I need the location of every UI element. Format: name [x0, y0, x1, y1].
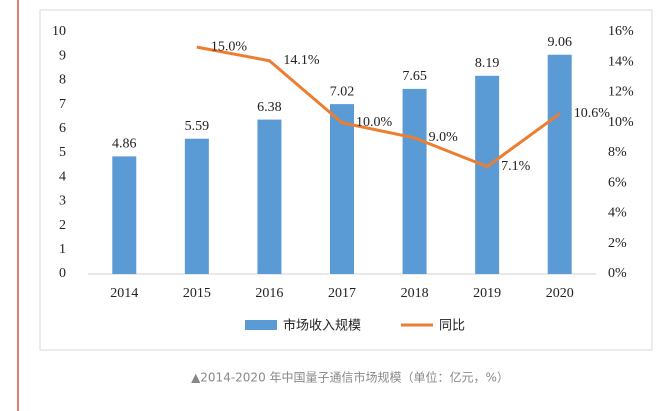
y-tick-label: 0 [59, 266, 66, 281]
line-value-label: 7.1% [501, 159, 530, 174]
bar [184, 138, 209, 274]
legend-label: 市场收入规模 [283, 318, 361, 334]
bar-value-label: 5.59 [185, 119, 210, 134]
y2-tick-label: 4% [608, 206, 627, 221]
y-tick-label: 7 [59, 97, 66, 112]
y2-tick-label: 8% [608, 145, 627, 160]
y-tick-label: 5 [59, 145, 66, 160]
line [196, 45, 561, 169]
line-value-label: 10.0% [356, 115, 393, 130]
line-value-label: 10.6% [574, 106, 611, 121]
bar [257, 119, 282, 274]
line-value-label: 14.1% [283, 53, 320, 68]
bar-value-label: 8.19 [475, 56, 500, 71]
x-tick-label: 2019 [473, 286, 501, 301]
line-value-label: 15.0% [211, 39, 248, 54]
y-tick-label: 3 [59, 194, 66, 209]
bar-value-label: 4.86 [112, 137, 137, 152]
line-value-label: 9.0% [429, 130, 459, 145]
bar-value-label: 6.38 [257, 100, 282, 115]
y-tick-label: 2 [59, 218, 66, 233]
bar-value-label: 7.02 [330, 84, 355, 99]
bar [402, 88, 427, 275]
y-tick-label: 8 [59, 73, 66, 88]
x-tick-label: 2014 [110, 286, 138, 301]
x-tick-label: 2017 [328, 286, 356, 301]
x-tick-label: 2020 [546, 286, 574, 301]
y2-tick-label: 16% [608, 24, 634, 39]
bar [112, 156, 137, 274]
y2-tick-label: 2% [608, 236, 627, 251]
x-tick-label: 2018 [401, 286, 429, 301]
y2-tick-label: 10% [608, 115, 634, 130]
bar-value-label: 9.06 [547, 35, 572, 50]
y-tick-label: 1 [59, 242, 66, 257]
bar [330, 104, 354, 274]
x-tick-label: 2015 [183, 286, 211, 301]
y-tick-label: 6 [59, 121, 66, 136]
y-tick-label: 10 [52, 24, 66, 39]
y2-tick-label: 14% [608, 54, 634, 69]
x-tick-label: 2016 [255, 286, 283, 301]
y2-tick-label: 0% [608, 266, 627, 281]
bar [475, 75, 500, 274]
legend-label: 同比 [439, 319, 465, 334]
bar [547, 54, 572, 274]
bar-value-label: 7.65 [402, 69, 427, 84]
caption: ▲2014-2020 年中国量子通信市场规模（单位：亿元，%） [191, 370, 509, 385]
legend-swatch [245, 320, 277, 330]
y2-tick-label: 6% [608, 175, 627, 190]
y-tick-label: 4 [59, 169, 66, 184]
y-tick-label: 9 [59, 48, 66, 63]
y2-tick-label: 12% [608, 85, 634, 100]
